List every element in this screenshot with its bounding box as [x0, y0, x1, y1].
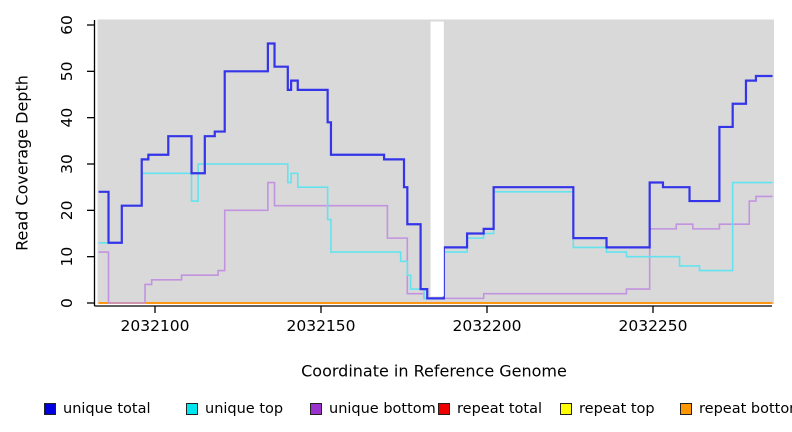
- x-tick-label: 2032250: [618, 317, 687, 335]
- x-axis-title: Coordinate in Reference Genome: [301, 361, 567, 381]
- legend-item-repeat-top: repeat top: [560, 398, 655, 420]
- legend-item-unique-top: unique top: [186, 398, 283, 420]
- legend-item-unique-bottom: unique bottom: [310, 398, 436, 420]
- repeat-top-swatch-icon: [560, 403, 572, 415]
- repeat-total-swatch-icon: [438, 403, 450, 415]
- legend-item-repeat-bottom: repeat bottom: [680, 398, 792, 420]
- y-tick-label: 60: [58, 15, 76, 35]
- series-unique-top-line: [98, 163, 773, 300]
- x-tick-label: 2032200: [452, 317, 521, 335]
- y-tick-label: 0: [58, 298, 76, 308]
- legend: unique total unique top unique bottom repea…: [0, 398, 792, 424]
- legend-item-repeat-total: repeat total: [438, 398, 542, 420]
- y-tick-label: 50: [58, 61, 76, 81]
- series-unique-total-line: [98, 42, 773, 300]
- x-tick-label: 2032150: [286, 317, 355, 335]
- gap-band: [430, 21, 444, 297]
- y-tick-label: 40: [58, 108, 76, 128]
- legend-label: unique total: [63, 401, 151, 417]
- repeat-bottom-swatch-icon: [680, 403, 692, 415]
- y-tick-label: 20: [58, 200, 76, 220]
- y-tick-label: 10: [58, 247, 76, 267]
- x-tick-label: 2032100: [120, 317, 189, 335]
- legend-label: repeat bottom: [699, 401, 792, 417]
- unique-top-swatch-icon: [186, 403, 198, 415]
- unique-total-swatch-icon: [44, 403, 56, 415]
- legend-label: repeat total: [457, 401, 543, 417]
- legend-label: unique top: [205, 401, 284, 417]
- legend-item-unique-total: unique total: [44, 398, 151, 420]
- y-axis-title: Read Coverage Depth: [12, 75, 32, 251]
- legend-label: repeat top: [579, 401, 655, 417]
- unique-bottom-swatch-icon: [310, 403, 322, 415]
- y-tick-label: 30: [58, 154, 76, 174]
- legend-label: unique bottom: [329, 401, 436, 417]
